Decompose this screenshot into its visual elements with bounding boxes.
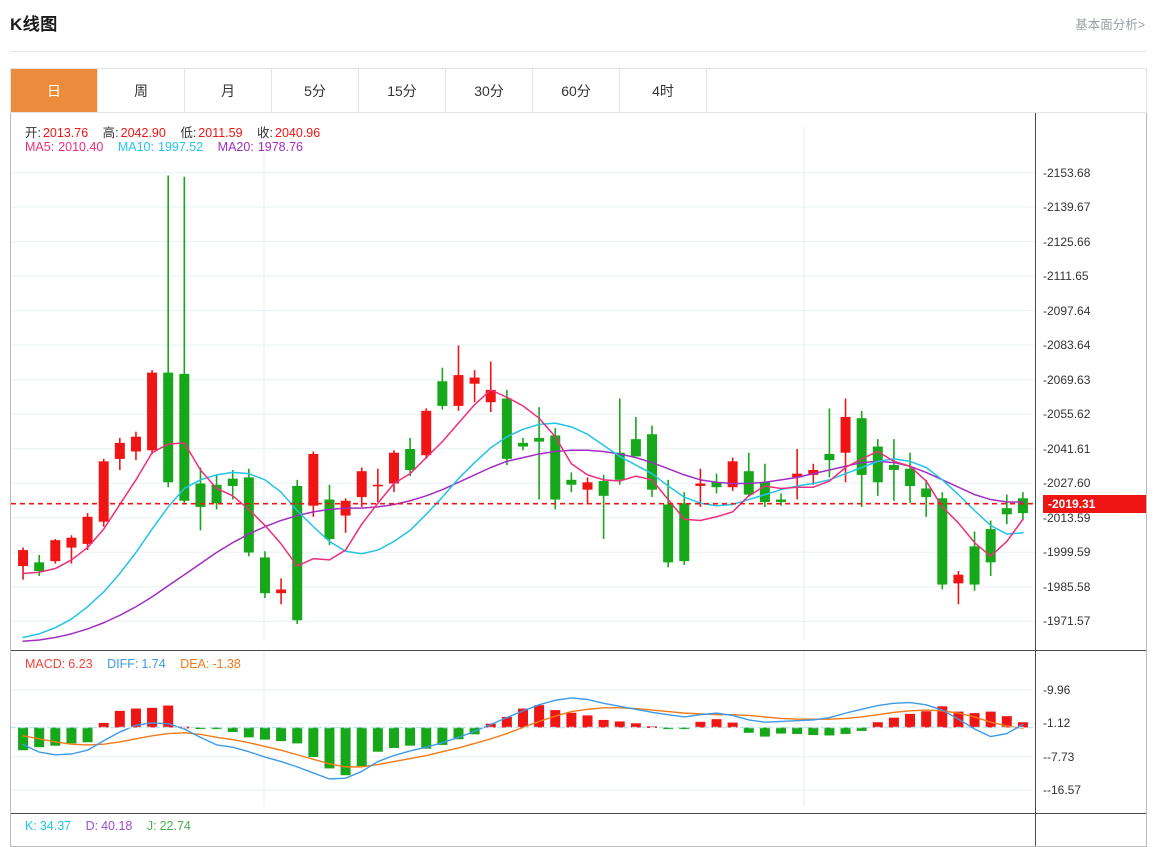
- price-axis-divider: [1035, 113, 1036, 650]
- chart-container: -2153.68 -2139.67 -2125.66 -2111.65 -2097.64…: [10, 113, 1147, 847]
- price-tick-3: -2111.65: [1043, 269, 1089, 284]
- tab-2[interactable]: 月: [185, 69, 272, 112]
- header-divider: [10, 51, 1147, 52]
- kdj-axis-divider: [1035, 814, 1036, 846]
- price-tick-13: -1971.57: [1043, 614, 1091, 629]
- macd-kdj-separator: [11, 813, 1146, 814]
- tab-7[interactable]: 4时: [620, 69, 707, 112]
- tab-0[interactable]: 日: [11, 69, 98, 112]
- page-title: K线图: [10, 15, 58, 34]
- period-tabbar: 日周月 5分 15分 30分 60分 4时: [10, 68, 1147, 113]
- tab-1[interactable]: 周: [98, 69, 185, 112]
- price-macd-separator: [11, 650, 1146, 651]
- price-tick-10: -2013.59: [1043, 510, 1091, 525]
- fundamental-analysis-link[interactable]: 基本面分析>: [1075, 18, 1145, 32]
- tabbar-filler: [707, 69, 1146, 112]
- macd-tick-1: -1.12: [1043, 716, 1071, 731]
- macd-axis-labels: -9.96 -1.12 --7.73 --16.57: [1043, 651, 1146, 813]
- kdj-panel: K: 34.37 D: 40.18 J: 22.74: [11, 814, 1146, 847]
- price-tick-1: -2139.67: [1043, 200, 1091, 215]
- price-tick-5: -2083.64: [1043, 338, 1091, 353]
- macd-tick-2: --7.73: [1043, 749, 1075, 764]
- price-axis-labels: -2153.68 -2139.67 -2125.66 -2111.65 -2097.64…: [1043, 113, 1146, 650]
- price-tick-4: -2097.64: [1043, 303, 1091, 318]
- kdj-axis-labels: [1043, 814, 1146, 846]
- macd-axis-divider: [1035, 651, 1036, 813]
- current-price-flag: -2019.31: [1043, 494, 1146, 513]
- price-tick-8: -2041.61: [1043, 441, 1091, 456]
- tab-5[interactable]: 30分: [446, 69, 533, 112]
- candlestick-plot[interactable]: [11, 113, 1035, 650]
- price-tick-7: -2055.62: [1043, 407, 1091, 422]
- price-tick-9: -2027.60: [1043, 476, 1091, 491]
- price-tick-0: -2153.68: [1043, 165, 1091, 180]
- price-tick-2: -2125.66: [1043, 234, 1091, 249]
- price-tick-6: -2069.63: [1043, 372, 1091, 387]
- price-tick-12: -1985.58: [1043, 579, 1091, 594]
- tab-4[interactable]: 15分: [359, 69, 446, 112]
- macd-tick-0: -9.96: [1043, 682, 1071, 697]
- macd-tick-3: --16.57: [1043, 783, 1082, 798]
- kdj-plot[interactable]: [11, 814, 1035, 847]
- macd-panel: -9.96 -1.12 --7.73 --16.57 MACD: 6.23 DIFF: 1…: [11, 651, 1146, 813]
- page-header: K线图 基本面分析>: [0, 0, 1157, 52]
- tab-3[interactable]: 5分: [272, 69, 359, 112]
- price-panel: -2153.68 -2139.67 -2125.66 -2111.65 -2097.64…: [11, 113, 1146, 650]
- price-tick-11: -1999.59: [1043, 545, 1091, 560]
- tab-6[interactable]: 60分: [533, 69, 620, 112]
- macd-plot[interactable]: [11, 651, 1035, 813]
